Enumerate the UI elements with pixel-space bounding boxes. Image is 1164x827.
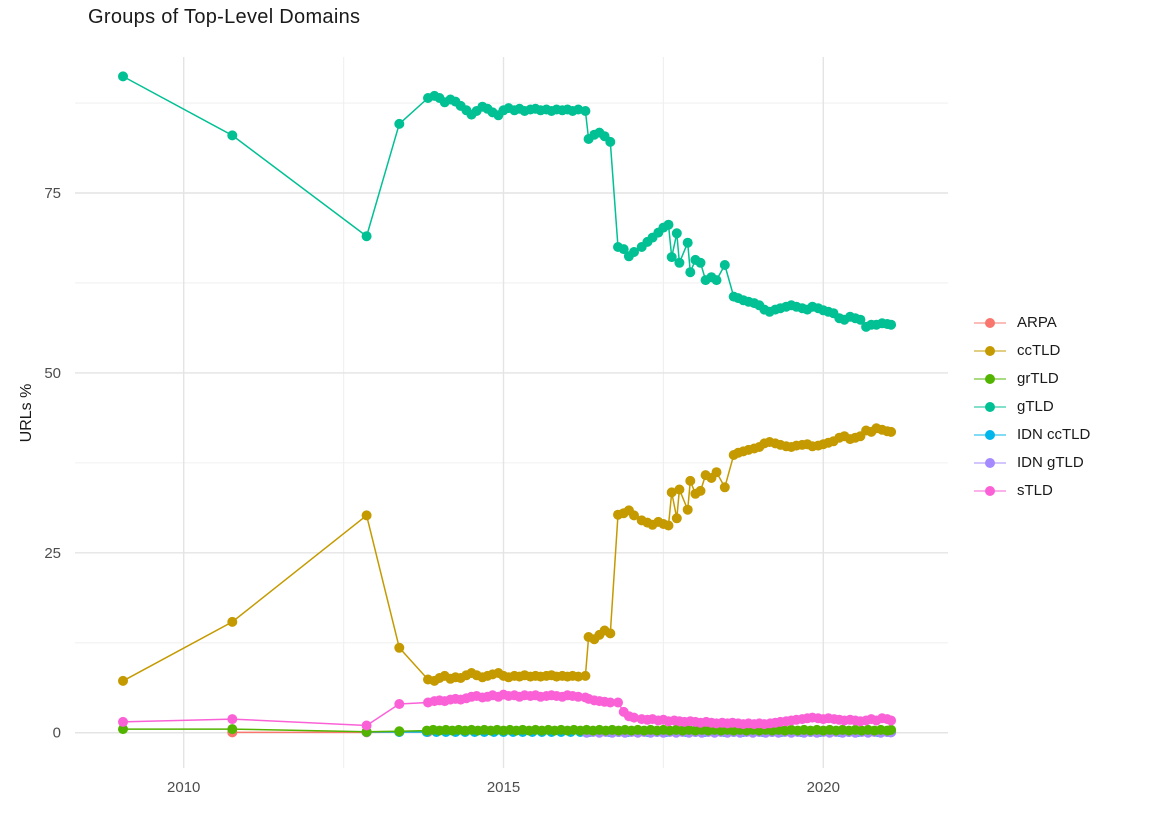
legend-key-icon — [974, 317, 1006, 328]
data-point — [886, 715, 897, 726]
legend-label: sTLD — [1017, 482, 1053, 499]
legend-label: ccTLD — [1017, 342, 1061, 359]
data-point — [711, 275, 722, 286]
data-point — [663, 219, 674, 230]
y-tick-label: 75 — [44, 185, 61, 202]
data-point — [118, 724, 128, 735]
data-point — [695, 485, 706, 496]
legend-item-stld: sTLD — [973, 480, 1090, 501]
chart-title: Groups of Top-Level Domains — [88, 6, 361, 28]
data-point — [118, 716, 128, 727]
data-point — [227, 714, 238, 725]
legend-item-cctld: ccTLD — [973, 340, 1090, 361]
data-point — [227, 130, 238, 141]
data-point — [361, 510, 372, 521]
series-grtld — [118, 724, 897, 737]
x-tick-label: 2020 — [807, 779, 840, 796]
data-point — [394, 118, 405, 129]
legend-label: IDN ccTLD — [1017, 426, 1091, 443]
data-point — [671, 513, 682, 524]
data-point — [886, 319, 897, 330]
series-cctld — [118, 423, 897, 686]
legend-item-gtld: gTLD — [973, 396, 1090, 417]
legend-label: grTLD — [1017, 370, 1059, 387]
legend-key-icon — [974, 429, 1006, 440]
data-point — [118, 675, 128, 686]
legend-key-icon — [974, 457, 1006, 468]
data-point — [118, 71, 128, 82]
data-point — [855, 314, 866, 325]
data-point — [711, 467, 722, 478]
data-point — [666, 252, 677, 263]
legend-item-idn-cctld: IDN ccTLD — [973, 424, 1090, 445]
legend-label: IDN gTLD — [1017, 454, 1084, 471]
legend-item-idn-gtld: IDN gTLD — [973, 452, 1090, 473]
series-gtld — [118, 71, 897, 332]
x-tick-label: 2010 — [167, 779, 200, 796]
data-point — [674, 484, 685, 495]
legend-label: ARPA — [1017, 314, 1057, 331]
data-point — [394, 726, 405, 737]
data-point — [394, 642, 405, 653]
data-point — [580, 670, 591, 681]
data-point — [227, 724, 238, 735]
data-point — [719, 260, 730, 270]
legend-key-icon — [974, 401, 1006, 412]
legend-label: gTLD — [1017, 398, 1054, 415]
data-point — [886, 426, 897, 437]
data-point — [674, 257, 685, 268]
y-tick-label: 50 — [44, 365, 61, 382]
legend-key-icon — [974, 345, 1006, 356]
data-point — [629, 712, 639, 723]
data-point — [580, 106, 591, 116]
gridlines-minor — [75, 57, 948, 768]
data-point — [394, 699, 405, 709]
legend-item-arpa: ARPA — [973, 312, 1090, 333]
legend-item-grtld: grTLD — [973, 368, 1090, 389]
gridlines-major — [75, 57, 948, 768]
data-point — [605, 628, 616, 639]
data-point — [685, 267, 696, 278]
x-tick-label: 2015 — [487, 779, 520, 796]
data-point — [719, 482, 730, 493]
data-point — [227, 616, 238, 627]
data-point — [886, 724, 897, 735]
data-point — [671, 228, 682, 239]
data-point — [629, 247, 639, 257]
data-point — [695, 257, 706, 268]
series-line — [122, 75, 892, 328]
axis-tick-labels: 0 25 50 75 2010 2015 2020 — [44, 185, 840, 796]
data-point — [666, 487, 677, 498]
series-stld — [118, 689, 897, 731]
data-point — [682, 237, 693, 248]
data-point — [682, 504, 693, 515]
data-point — [685, 475, 696, 486]
data-point — [605, 136, 616, 147]
y-tick-label: 25 — [44, 545, 61, 562]
data-point — [361, 231, 372, 242]
data-point — [629, 510, 639, 521]
data-point — [663, 520, 674, 531]
data-point — [361, 720, 372, 731]
data-point — [613, 697, 623, 708]
data-point — [618, 244, 629, 255]
legend-key-icon — [974, 485, 1006, 496]
data-point — [605, 697, 616, 708]
legend: ARPA ccTLD grTLD gTLD IDN ccTLD IDN gTLD sTLD — [973, 312, 1090, 501]
y-tick-label: 0 — [53, 725, 61, 742]
legend-key-icon — [974, 373, 1006, 384]
